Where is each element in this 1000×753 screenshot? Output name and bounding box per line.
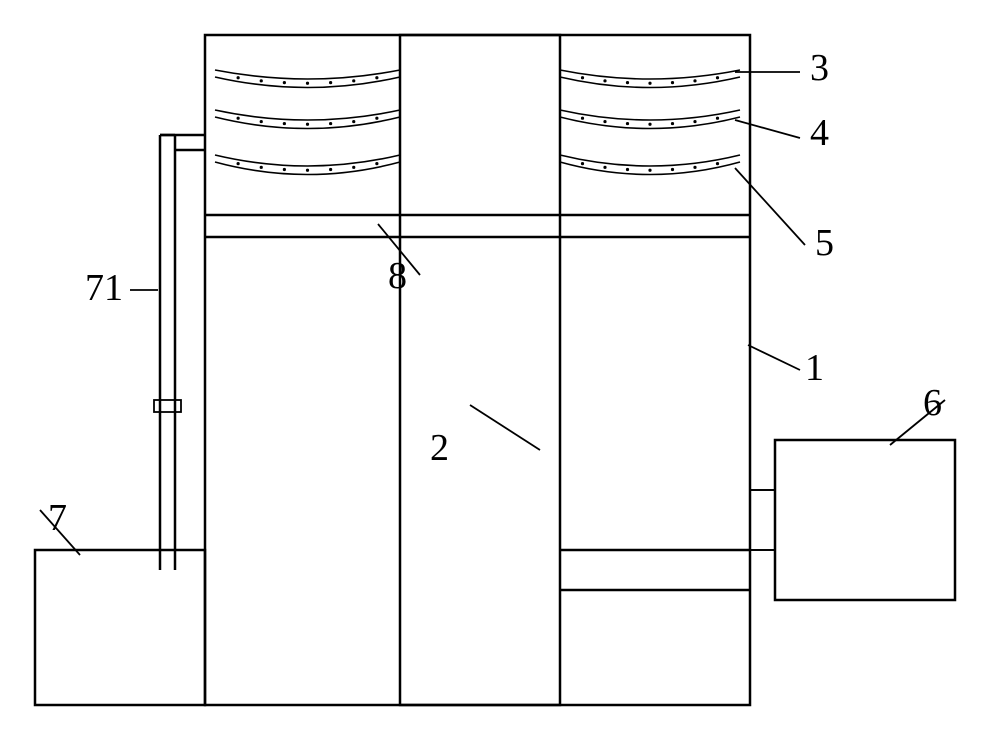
leader-5 xyxy=(735,168,805,245)
leader-1 xyxy=(748,345,800,370)
pipe-joint xyxy=(154,400,181,412)
label-8: 8 xyxy=(388,255,407,297)
label-7: 7 xyxy=(48,497,67,539)
box-6 xyxy=(775,440,955,600)
outer-tank xyxy=(205,35,750,705)
arc-band-3 xyxy=(215,70,740,88)
arc-band-5 xyxy=(215,155,740,175)
label-5: 5 xyxy=(815,222,834,264)
label-1: 1 xyxy=(805,347,824,389)
label-71: 71 xyxy=(85,267,123,309)
schematic-diagram: 1 2 3 4 5 6 7 8 71 xyxy=(0,0,1000,753)
box-7 xyxy=(35,550,205,705)
label-3: 3 xyxy=(810,47,829,89)
label-4: 4 xyxy=(810,112,829,154)
leader-4 xyxy=(735,120,800,138)
inner-column xyxy=(400,35,560,705)
label-2: 2 xyxy=(430,427,449,469)
label-6: 6 xyxy=(923,382,942,424)
leader-2 xyxy=(470,405,540,450)
arc-band-4 xyxy=(215,110,740,129)
